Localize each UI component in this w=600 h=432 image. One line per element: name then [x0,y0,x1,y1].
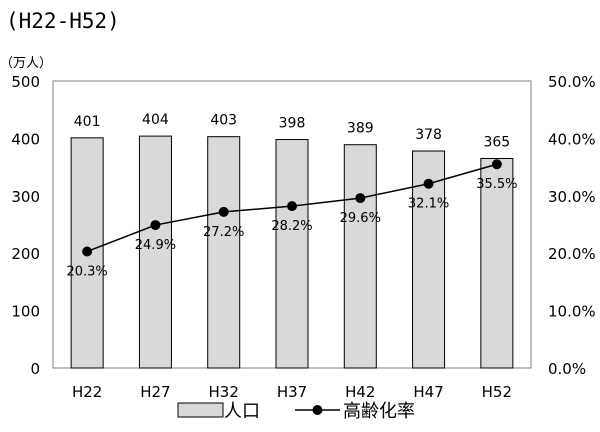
rate-label-H37: 28.2% [271,219,312,234]
rate-label-H52: 35.5% [476,177,517,192]
right-tick-40.0%: 40.0% [548,130,596,148]
bar-label-H32: 403 [210,113,237,129]
legend-rate-label: 高齢化率 [343,401,415,422]
rate-label-H47: 32.1% [408,197,449,212]
right-tick-10.0%: 10.0% [548,303,596,321]
rate-point-H22 [82,246,93,257]
left-axis-unit: （万人） [0,56,52,71]
legend: 人口 高齢化率 [177,401,415,422]
rate-label-H42: 29.6% [340,211,381,226]
rate-label-H32: 27.2% [203,225,244,240]
bar-label-H27: 404 [142,112,169,128]
legend-population-swatch [177,402,224,418]
x-tick-H27: H27 [140,383,170,401]
x-tick-H52: H52 [482,383,512,401]
right-tick-20.0%: 20.0% [548,245,596,263]
bar-label-H42: 389 [347,121,374,137]
rate-label-H27: 24.9% [135,238,176,253]
left-tick-100: 100 [11,303,40,321]
population-bars [70,135,514,369]
bar-H32 [207,136,241,369]
x-axis-ticks: H22 H27 H32 H37 H42 H47 H52 [72,383,512,401]
right-tick-0.0%: 0.0% [548,360,586,378]
rate-point-H42 [355,193,366,204]
bar-label-H47: 378 [415,127,442,143]
bar-label-H22: 401 [74,114,101,130]
bar-label-H37: 398 [279,116,306,132]
left-axis-ticks: 0 100 200 300 400 500 [11,73,40,378]
bar-H37 [275,139,309,369]
rate-point-H52 [491,159,502,170]
rate-label-H22: 20.3% [66,264,107,279]
aging-rate-points [82,159,502,257]
x-tick-H47: H47 [413,383,443,401]
left-tick-200: 200 [11,245,40,263]
x-tick-H22: H22 [72,383,102,401]
population-labels: 401 404 403 398 389 378 365 [74,112,510,150]
legend-rate-marker [312,405,323,415]
bar-H52 [480,157,514,369]
rate-point-H37 [287,201,297,212]
left-tick-0: 0 [30,360,40,378]
legend-population-label: 人口 [224,401,260,422]
rate-point-H47 [423,178,434,189]
chart-title: (H22-H52) [6,9,120,33]
x-tick-H32: H32 [209,383,239,401]
left-tick-300: 300 [11,188,40,206]
x-tick-H37: H37 [277,383,307,401]
bar-H42 [343,144,377,369]
x-tick-H42: H42 [345,383,375,401]
right-tick-50.0%: 50.0% [548,73,596,91]
bar-label-H52: 365 [483,134,510,150]
rate-point-H27 [150,220,161,231]
left-tick-500: 500 [11,73,40,91]
aging-rate-labels: 20.3% 24.9% 27.2% 28.2% 29.6% 32.1% 35.5% [66,177,517,279]
rate-point-H32 [218,206,229,217]
left-tick-400: 400 [11,130,40,148]
right-tick-30.0%: 30.0% [548,188,596,206]
bar-H27 [138,135,172,369]
right-axis-ticks: 0.0% 10.0% 20.0% 30.0% 40.0% 50.0% [548,73,596,378]
